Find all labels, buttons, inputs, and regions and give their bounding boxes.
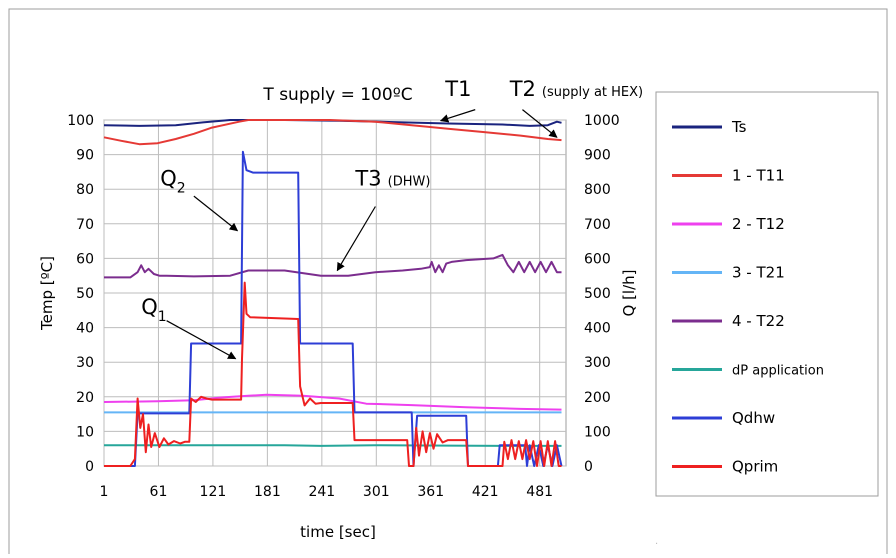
y-right-tick-label: 500 (584, 286, 611, 302)
y-left-tick-label: 60 (76, 251, 94, 267)
y-left-tick-label: 0 (85, 459, 94, 475)
legend-label: Qprim (732, 458, 778, 476)
x-tick-label: 181 (254, 484, 281, 500)
y-left-tick-label: 20 (76, 390, 94, 406)
legend-label: 4 - T22 (732, 312, 785, 330)
series-line-qprim (104, 281, 562, 467)
annotation-arrow (166, 320, 237, 360)
x-tick-label: 241 (308, 484, 335, 500)
y-axis-left-label: Temp [ºC] (38, 256, 56, 331)
y-left-tick-label: 90 (76, 148, 94, 164)
series-line-dp-application (104, 444, 562, 447)
legend-label: Qdhw (732, 409, 775, 427)
y-left-tick-label: 10 (76, 424, 94, 440)
annotation-arrow (336, 206, 376, 272)
y-left-tick-label: 40 (76, 321, 94, 337)
legend-box (655, 91, 879, 497)
x-tick-label: 121 (200, 484, 227, 500)
x-tick-label: 361 (417, 484, 444, 500)
y-left-tick-label: 70 (76, 217, 94, 233)
x-tick-label: 421 (472, 484, 499, 500)
legend-label: Ts (731, 118, 747, 136)
series-line-4-t22 (104, 253, 562, 279)
y-axis-right-label: Q [l/h] (620, 269, 638, 316)
legend-label: 2 - T12 (732, 215, 785, 233)
x-axis-label: time [sec] (300, 523, 376, 541)
chart-title: T supply = 100ºC (262, 85, 412, 105)
series-line-1-t11 (103, 119, 562, 146)
series-layer (103, 119, 563, 467)
annotation-arrow (522, 109, 558, 138)
y-right-tick-label: 600 (584, 251, 611, 267)
y-right-tick-label: 900 (584, 148, 611, 164)
y-left-tick-label: 50 (76, 286, 94, 302)
grid (103, 119, 566, 467)
legend-label: 1 - T11 (732, 167, 785, 185)
legend-label: 3 - T21 (732, 264, 785, 282)
x-tick-label: 481 (526, 484, 553, 500)
y-right-tick-label: 400 (584, 321, 611, 337)
y-right-tick-label: 200 (584, 390, 611, 406)
annotation-t1: T1 (444, 77, 471, 101)
dot-mark: · (655, 539, 658, 550)
y-left-tick-label: 30 (76, 355, 94, 371)
y-right-tick-label: 0 (584, 459, 593, 475)
annotation-arrow (193, 195, 239, 232)
annotation-arrow (439, 109, 476, 123)
legend-label: dP application (732, 364, 824, 379)
y-right-tick-label: 700 (584, 217, 611, 233)
y-right-tick-label: 100 (584, 424, 611, 440)
y-left-tick-label: 80 (76, 182, 94, 198)
x-tick-label: 1 (100, 484, 109, 500)
legend: Ts 1 - T11 2 - T12 3 - T21 4 - T22 dP applica… (672, 118, 824, 476)
y-right-tick-label: 1000 (584, 113, 620, 129)
y-right-tick-label: 800 (584, 182, 611, 198)
y-left-tick-label: 100 (67, 113, 94, 129)
x-tick-label: 301 (363, 484, 390, 500)
ticks-layer: 0 0 10 100 20 200 30 300 40 400 50 500 60 600 70 700 80 8… (67, 113, 619, 500)
x-tick-label: 61 (150, 484, 168, 500)
y-right-tick-label: 300 (584, 355, 611, 371)
